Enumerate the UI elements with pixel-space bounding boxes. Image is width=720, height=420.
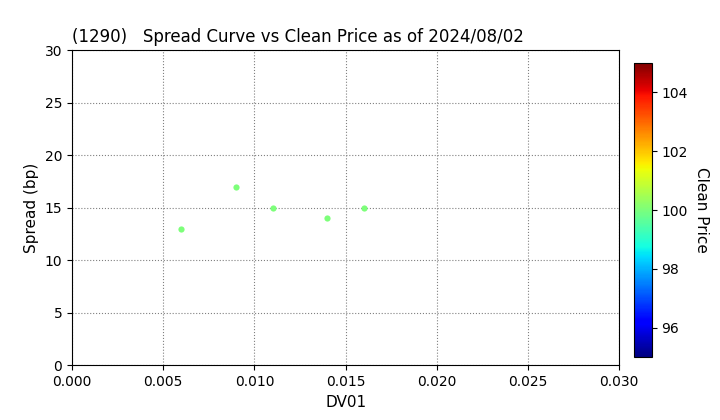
Point [358, 205, 369, 211]
Text: (1290)   Spread Curve vs Clean Price as of 2024/08/02: (1290) Spread Curve vs Clean Price as of… [72, 28, 524, 46]
Point [176, 226, 187, 232]
Point [230, 184, 242, 190]
Y-axis label: Spread (bp): Spread (bp) [24, 163, 39, 253]
X-axis label: DV01: DV01 [325, 395, 366, 409]
Point [322, 215, 333, 222]
Y-axis label: Clean Price: Clean Price [693, 167, 708, 253]
Point [267, 205, 279, 211]
